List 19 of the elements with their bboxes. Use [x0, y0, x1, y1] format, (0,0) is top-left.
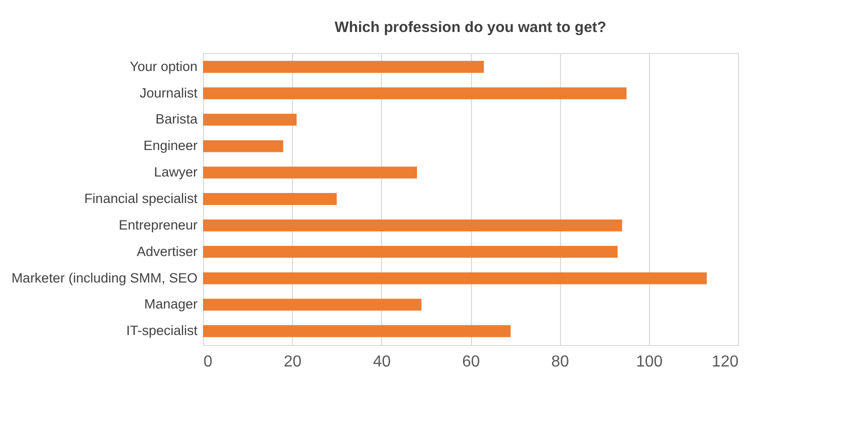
x-tick-label: 100 — [636, 354, 663, 370]
y-tick-label: Manager — [144, 296, 198, 312]
x-tick-label: 40 — [372, 354, 391, 370]
y-tick-label: Financial specialist — [84, 191, 198, 206]
y-tick-label: IT-specialist — [126, 323, 198, 338]
y-tick-label: Advertiser — [136, 244, 198, 259]
x-tick-label: 80 — [551, 354, 570, 370]
chart-title: Which profession do you want to get? — [334, 19, 606, 36]
y-tick-label: Lawyer — [154, 164, 198, 180]
y-tick-label: Entrepreneur — [118, 217, 198, 232]
x-tick-label: 120 — [712, 354, 739, 370]
x-tick-label: 60 — [462, 354, 480, 370]
y-tick-label: Barista — [155, 112, 198, 127]
x-tick-label: 0 — [204, 354, 212, 370]
y-tick-label: Journalist — [140, 85, 198, 100]
y-tick-label: Marketer (including SMM, SEO — [11, 270, 198, 286]
y-tick-label: Engineer — [143, 138, 198, 154]
y-tick-label: Your option — [130, 58, 198, 74]
x-tick-label: 20 — [284, 354, 302, 370]
